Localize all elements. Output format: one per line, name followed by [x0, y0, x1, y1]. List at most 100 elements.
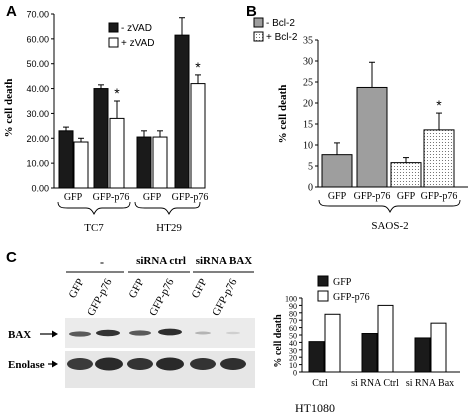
panel-b-ylabel: % cell death [277, 85, 289, 144]
legend-swatch-minus-bcl2 [253, 17, 264, 28]
significance-star: * [114, 85, 120, 101]
enolase-band-4 [156, 357, 184, 371]
y-tick-label: 20 [289, 354, 297, 363]
y-tick-label: 60.00 [26, 34, 49, 44]
panel-c-ylabel: % cell death [273, 314, 284, 368]
y-tick-label: 25 [303, 78, 313, 89]
y-tick-label: 80 [289, 309, 297, 318]
y-tick-label: 10 [289, 361, 297, 370]
x-tick-label: GFP-p76 [421, 191, 458, 202]
y-tick-label: 70 [289, 317, 297, 326]
y-tick-label: 50 [289, 332, 297, 341]
bar-minus-zvad [93, 88, 109, 189]
legend-swatch-plus-bcl2 [253, 31, 264, 42]
enolase-band-5 [190, 358, 216, 370]
enolase-band-1 [67, 358, 93, 370]
x-tick-label: GFP-p76 [93, 192, 130, 203]
bar-plus-zvad [152, 136, 168, 189]
bar-minus-zvad [174, 34, 190, 189]
bar-gfp [308, 341, 325, 373]
legend-swatch-plus-zvad [108, 37, 119, 48]
panel-c-letter: C [6, 249, 17, 266]
bar-gfp-p76 [377, 304, 394, 373]
legend-label-minus-bcl2: - Bcl-2 [266, 18, 295, 29]
condition-header-none: - [100, 255, 104, 269]
bar-plus-bcl2 [390, 162, 422, 188]
x-tick-label: GFP [397, 191, 416, 202]
bar-plus-zvad [109, 117, 125, 189]
y-tick-label: 0 [293, 369, 297, 378]
cell-line-label: HT1080 [295, 401, 335, 415]
legend-swatch-minus-zvad [108, 22, 119, 33]
bax-band-4 [158, 328, 182, 336]
enolase-band-2 [95, 357, 123, 371]
y-tick-label: 5 [308, 162, 313, 173]
y-tick-label: 70.00 [26, 10, 49, 20]
condition-header-sirna-bax: siRNA BAX [196, 255, 253, 267]
panel-b-x-labels: GFP GFP-p76 GFP GFP-p76 [328, 191, 458, 202]
bax-band-5 [195, 331, 211, 335]
y-tick-label: 20 [303, 99, 313, 110]
legend-label-gfp-p76: GFP-p76 [333, 292, 370, 303]
enolase-band-3 [127, 358, 153, 370]
condition-header-sirna-ctrl: siRNA ctrl [136, 255, 186, 267]
blot-enolase-bands [67, 357, 246, 371]
legend-label-gfp: GFP [333, 277, 352, 288]
blot-row-label-bax: BAX [8, 329, 31, 341]
y-tick-label: 40 [289, 339, 297, 348]
bar-gfp [361, 333, 378, 373]
panel-c-legend: GFP GFP-p76 [317, 275, 370, 303]
blot-lane-label: GFP-p76 [147, 276, 177, 318]
panel-a-brace-ht29 [134, 201, 201, 216]
panel-b-bars: * [321, 61, 455, 188]
panel-c-bars [308, 304, 447, 373]
bar-minus-bcl2 [321, 154, 353, 188]
panel-a-bars: ** [58, 17, 206, 189]
panel-a-letter: A [6, 3, 17, 20]
y-tick-label: 15 [303, 120, 313, 131]
y-tick-label: 0 [308, 183, 313, 194]
bax-band-1 [69, 331, 91, 337]
bar-plus-zvad [73, 141, 89, 189]
bax-band-3 [129, 330, 151, 336]
bar-plus-zvad [190, 83, 206, 189]
blot-lane-label: GFP-p76 [210, 276, 240, 318]
panel-a-ylabel: % cell death [3, 79, 15, 138]
panel-a-legend: - zVAD + zVAD [108, 22, 154, 49]
legend-swatch-gfp-p76 [317, 290, 329, 302]
legend-swatch-gfp [317, 275, 329, 287]
bar-gfp-p76 [430, 322, 447, 373]
blot-bax-bands [69, 328, 240, 337]
panel-b-brace [318, 199, 461, 214]
blot-row-label-enolase: Enolase [8, 359, 45, 371]
panel-b-legend: - Bcl-2 + Bcl-2 [253, 17, 298, 43]
y-tick-label: 90 [289, 302, 297, 311]
x-tick-label: GFP [64, 192, 83, 203]
legend-label-plus-bcl2: + Bcl-2 [266, 32, 298, 43]
blot-row-arrowhead-enolase [52, 360, 58, 368]
y-tick-label: 35 [303, 36, 313, 47]
blot-lane-label: GFP-p76 [85, 276, 115, 318]
x-tick-label: si RNA Bax [406, 378, 454, 389]
y-tick-label: 10 [303, 141, 313, 152]
y-tick-label: 50.00 [26, 59, 49, 69]
significance-star: * [195, 59, 201, 75]
bar-gfp-p76 [324, 313, 341, 373]
panel-a-x-labels: GFP GFP-p76 GFP GFP-p76 [64, 192, 209, 203]
panel-a-group-tc7: TC7 [84, 222, 104, 234]
blot-lane-label: GFP [67, 277, 87, 300]
significance-star: * [436, 97, 442, 113]
panel-b: B % cell death 0 5 10 15 20 25 30 35 * GFP GFP-p… [246, 3, 468, 232]
y-tick-label: 0.00 [31, 184, 49, 194]
y-tick-label: 30 [303, 57, 313, 68]
bar-minus-zvad [136, 136, 152, 189]
y-tick-label: 60 [289, 324, 297, 333]
x-tick-label: si RNA Ctrl [351, 378, 399, 389]
blot-lane-label: GFP [190, 277, 210, 300]
panel-c-x-labels: Ctrl si RNA Ctrl si RNA Bax [312, 378, 454, 389]
bar-plus-bcl2 [423, 129, 455, 188]
y-tick-label: 100 [285, 295, 297, 304]
